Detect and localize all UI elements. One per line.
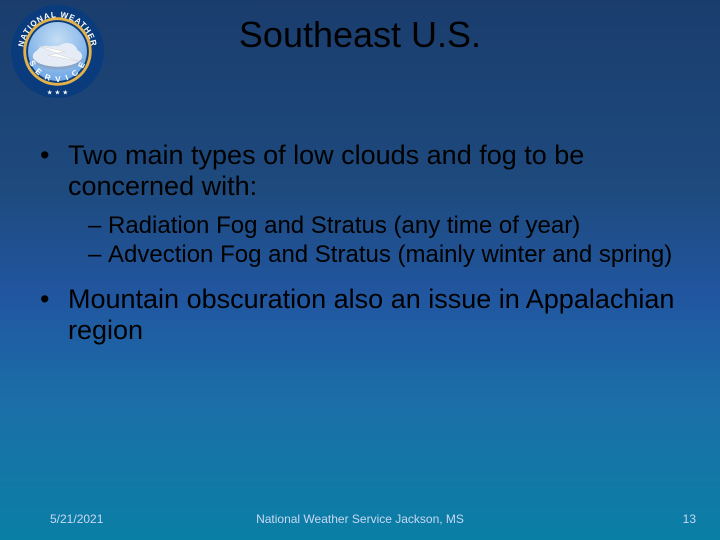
sub-bullet-marker: – bbox=[88, 241, 108, 270]
footer-org: National Weather Service Jackson, MS bbox=[0, 512, 720, 526]
bullet-item: • Two main types of low clouds and fog t… bbox=[40, 140, 680, 202]
bullet-text: Mountain obscuration also an issue in Ap… bbox=[68, 284, 680, 346]
bullet-marker: • bbox=[40, 284, 68, 346]
bullet-text: Two main types of low clouds and fog to … bbox=[68, 140, 680, 202]
sub-bullet-text: Advection Fog and Stratus (mainly winter… bbox=[108, 241, 680, 270]
slide: NATIONAL WEATHER S E R V I C E ★ ★ ★ Sou… bbox=[0, 0, 720, 540]
slide-title: Southeast U.S. bbox=[0, 14, 720, 56]
slide-content: • Two main types of low clouds and fog t… bbox=[40, 140, 680, 356]
svg-text:★ ★ ★: ★ ★ ★ bbox=[47, 88, 69, 96]
sub-bullet-item: – Advection Fog and Stratus (mainly wint… bbox=[88, 241, 680, 270]
sub-bullet-list: – Radiation Fog and Stratus (any time of… bbox=[88, 212, 680, 270]
sub-bullet-text: Radiation Fog and Stratus (any time of y… bbox=[108, 212, 680, 241]
footer-page-number: 13 bbox=[683, 512, 696, 526]
sub-bullet-marker: – bbox=[88, 212, 108, 241]
bullet-marker: • bbox=[40, 140, 68, 202]
bullet-item: • Mountain obscuration also an issue in … bbox=[40, 284, 680, 346]
sub-bullet-item: – Radiation Fog and Stratus (any time of… bbox=[88, 212, 680, 241]
